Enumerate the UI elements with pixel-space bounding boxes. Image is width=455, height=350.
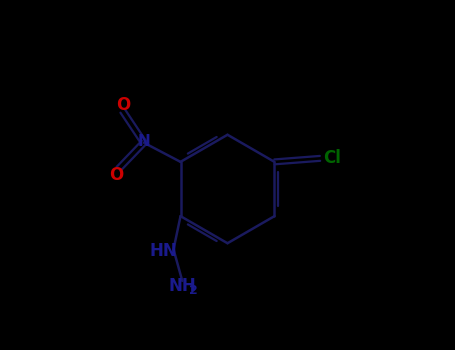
Text: O: O [116, 96, 130, 114]
Text: N: N [137, 134, 150, 149]
Text: 2: 2 [189, 284, 198, 297]
Text: O: O [109, 166, 124, 184]
Text: HN: HN [150, 242, 177, 260]
Text: Cl: Cl [323, 149, 341, 167]
Text: NH: NH [168, 277, 196, 295]
